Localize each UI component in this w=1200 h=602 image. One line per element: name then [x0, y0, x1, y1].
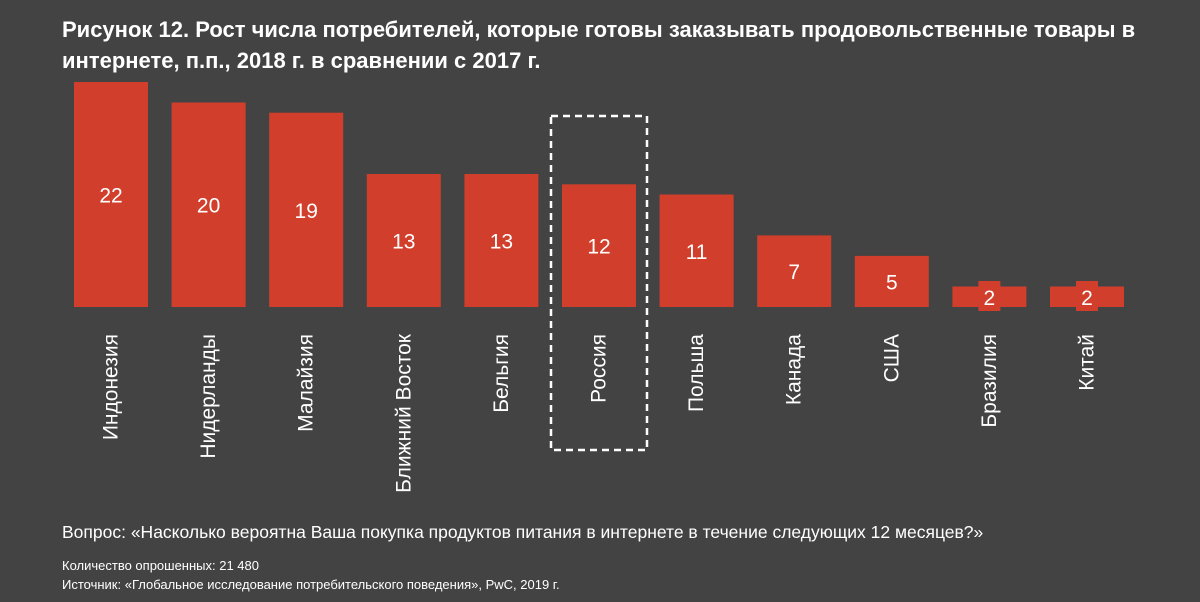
category-label-1: Нидерланды	[197, 334, 220, 459]
chart-title: Рисунок 12. Рост числа потребителей, кот…	[62, 17, 1136, 73]
bar-7	[757, 235, 832, 307]
value-label-tab-10	[1076, 281, 1098, 311]
bar-6	[659, 194, 734, 307]
bar-2	[269, 112, 344, 307]
category-label-8: США	[880, 334, 903, 382]
bar-8	[854, 255, 929, 307]
value-label-1: 20	[197, 195, 220, 218]
category-label-7: Канада	[783, 334, 806, 405]
highlight-frame	[549, 114, 649, 452]
category-label-0: Индонезия	[100, 334, 123, 440]
value-label-8: 5	[886, 271, 898, 294]
respondents-count: Количество опрошенных: 21 480	[62, 558, 259, 573]
bar-3	[366, 174, 441, 307]
value-label-4: 13	[490, 231, 513, 254]
value-label-10: 2	[1081, 287, 1093, 310]
category-label-9: Бразилия	[978, 334, 1001, 428]
value-label-6: 11	[686, 241, 708, 264]
bar-5	[562, 184, 636, 307]
value-label-tab-9	[978, 281, 1001, 311]
category-label-4: Бельгия	[490, 334, 513, 413]
bar-0	[74, 82, 148, 307]
bar-1	[171, 102, 246, 307]
value-label-7: 7	[788, 261, 800, 284]
value-label-3: 13	[392, 231, 415, 254]
category-label-3: Ближний Восток	[392, 333, 415, 493]
value-label-0: 22	[99, 185, 122, 208]
value-label-2: 19	[295, 200, 318, 223]
category-label-5: Россия	[588, 334, 611, 403]
survey-question: Вопрос: «Насколько вероятна Ваша покупка…	[62, 522, 984, 542]
value-label-5: 12	[587, 236, 610, 259]
value-label-9: 2	[984, 287, 996, 310]
category-label-2: Малайзия	[295, 334, 318, 432]
category-label-10: Китай	[1076, 334, 1099, 391]
category-label-6: Польша	[685, 334, 708, 412]
source-note: Источник: «Глобальное исследование потре…	[62, 577, 560, 592]
bar-4	[464, 174, 539, 307]
